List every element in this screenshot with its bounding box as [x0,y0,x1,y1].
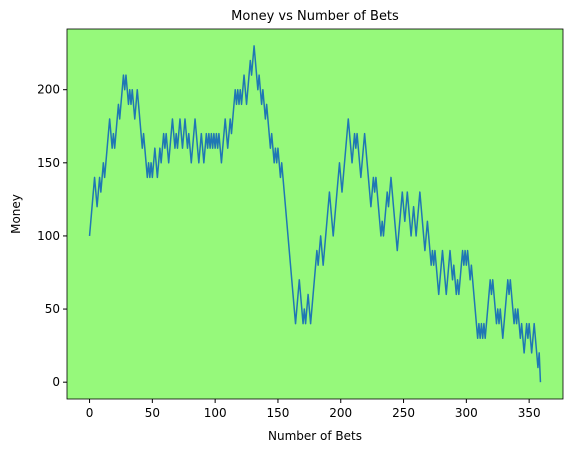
x-tick-label: 150 [266,406,289,420]
y-tick-label: 150 [37,156,60,170]
y-axis-label: Money [9,194,23,234]
y-tick-label: 50 [45,302,60,316]
plot-area [67,29,563,399]
x-tick-label: 250 [392,406,415,420]
x-tick-label: 50 [145,406,160,420]
x-tick-label: 100 [204,406,227,420]
x-tick-label: 0 [86,406,94,420]
y-tick-label: 100 [37,229,60,243]
y-tick-label: 200 [37,83,60,97]
x-tick-label: 350 [518,406,541,420]
data-line [88,45,542,383]
axes-frame [66,28,564,400]
x-tick-label: 200 [329,406,352,420]
x-axis-label: Number of Bets [268,429,362,443]
x-tick-label: 300 [455,406,478,420]
y-tick-label: 0 [52,375,60,389]
chart-title: Money vs Number of Bets [231,9,399,24]
